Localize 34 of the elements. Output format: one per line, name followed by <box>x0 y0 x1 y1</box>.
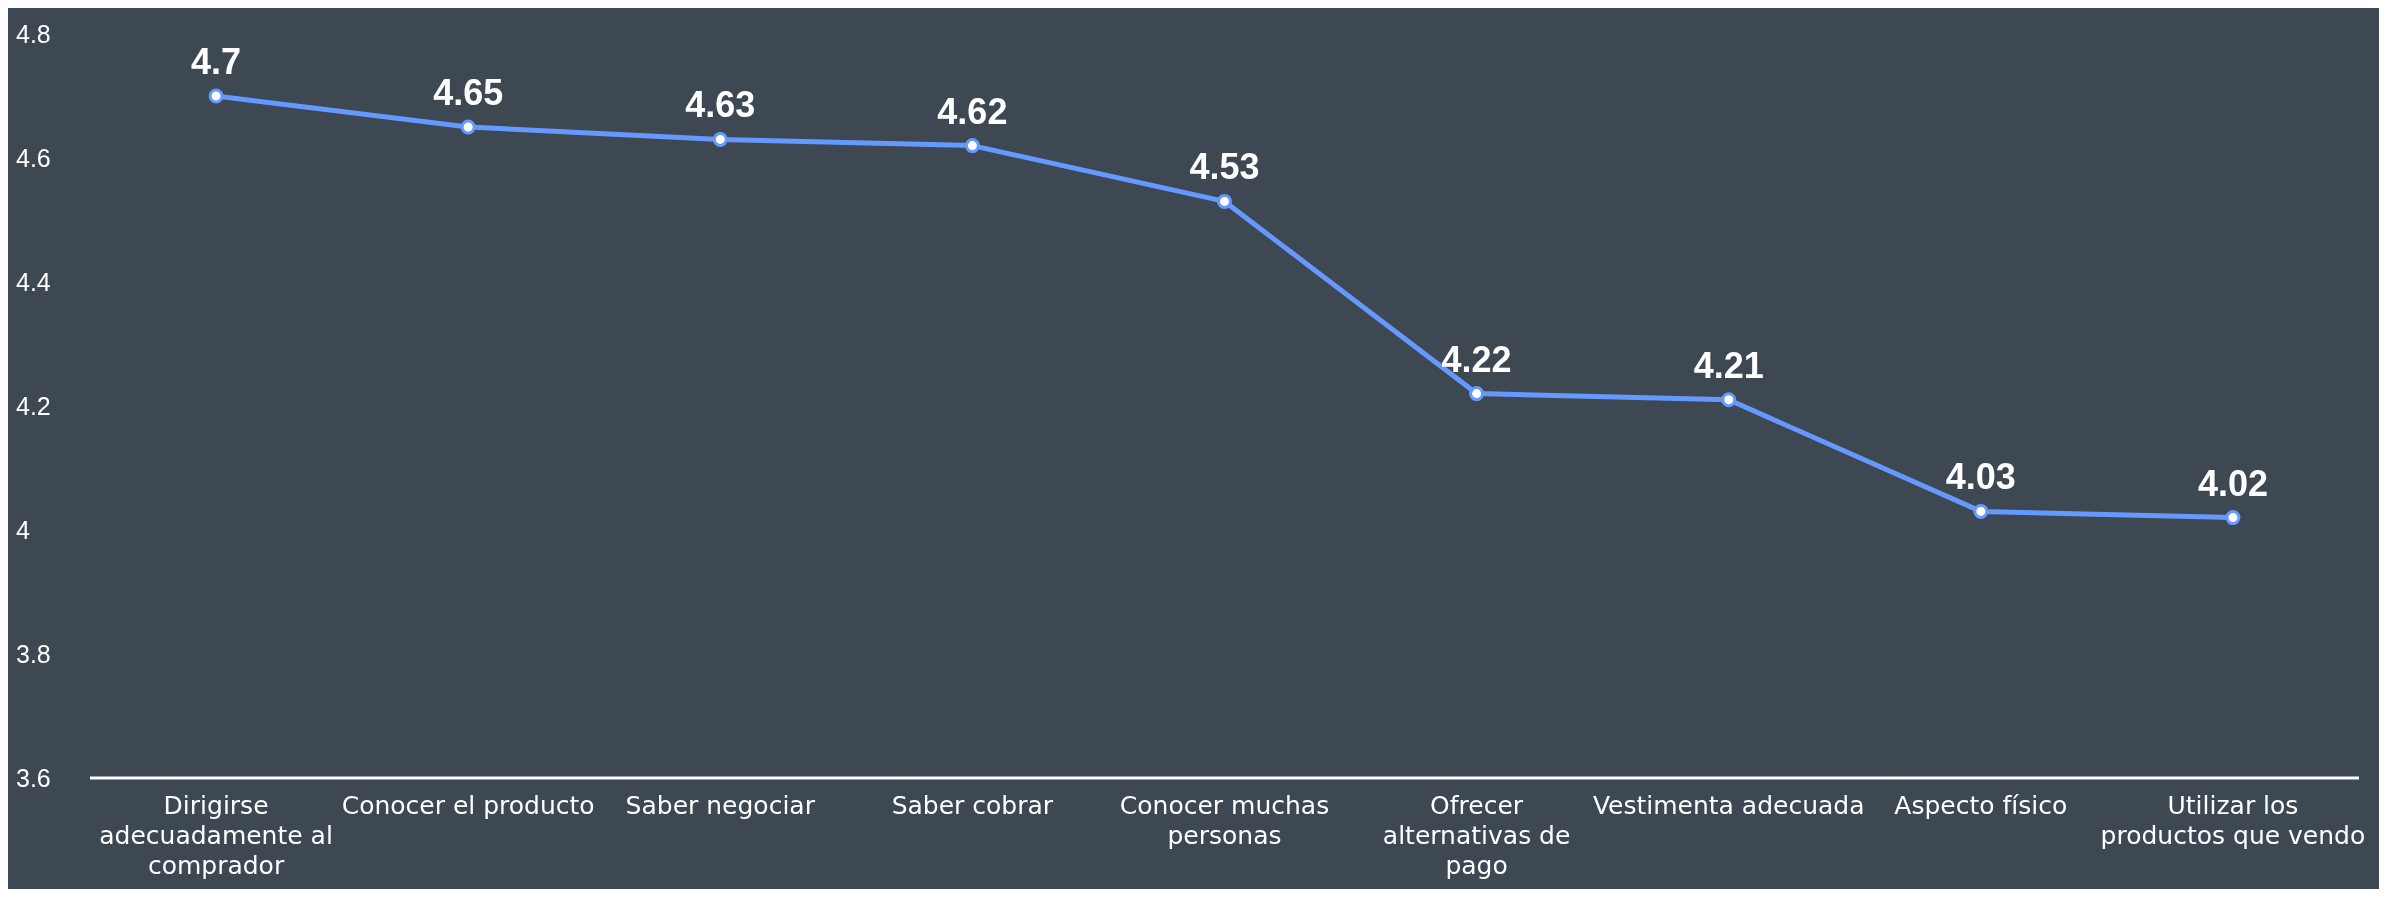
x-tick-label: Saber negociar <box>625 791 816 820</box>
x-tick-label: Conocer el producto <box>341 791 595 820</box>
data-label: 4.7 <box>191 41 242 82</box>
y-tick-label: 4.2 <box>16 391 51 420</box>
point <box>1217 193 1232 209</box>
x-tick-label: Saber cobrar <box>891 791 1054 820</box>
data-label: 4.22 <box>1441 338 1512 380</box>
y-tick-label: 4 <box>16 515 30 544</box>
x-tick-label: Conocer muchas personas <box>1119 791 1330 850</box>
data-label: 4.03 <box>1945 456 2016 498</box>
point <box>1973 503 1989 519</box>
x-tick-label: Ofrecer alternativas de pago <box>1382 791 1571 880</box>
data-label: 4.21 <box>1693 344 1764 386</box>
data-label: 4.62 <box>937 90 1008 132</box>
point <box>460 119 476 135</box>
y-tick-label: 4.6 <box>16 143 51 172</box>
point <box>964 138 980 154</box>
point <box>2225 510 2241 526</box>
y-tick-label: 4.8 <box>16 19 51 48</box>
x-tick-label: Dirigirse adecuadamente al comprador <box>99 791 333 880</box>
x-tick-label: Aspecto físico <box>1894 791 2068 820</box>
data-label: 4.02 <box>2197 462 2268 504</box>
point <box>1469 386 1485 402</box>
data-label: 4.63 <box>685 84 756 126</box>
x-tick-label: Vestimenta adecuada <box>1592 791 1865 820</box>
point <box>208 88 224 104</box>
data-label: 4.65 <box>433 72 504 113</box>
point <box>712 131 728 147</box>
data-label: 4.53 <box>1189 146 1260 188</box>
point <box>1721 392 1737 408</box>
y-tick-label: 4.4 <box>16 267 51 296</box>
y-tick-label: 3.6 <box>16 763 51 792</box>
x-tick-label: Utilizar los productos que vendo <box>2100 791 2366 850</box>
y-tick-label: 3.8 <box>16 639 51 668</box>
